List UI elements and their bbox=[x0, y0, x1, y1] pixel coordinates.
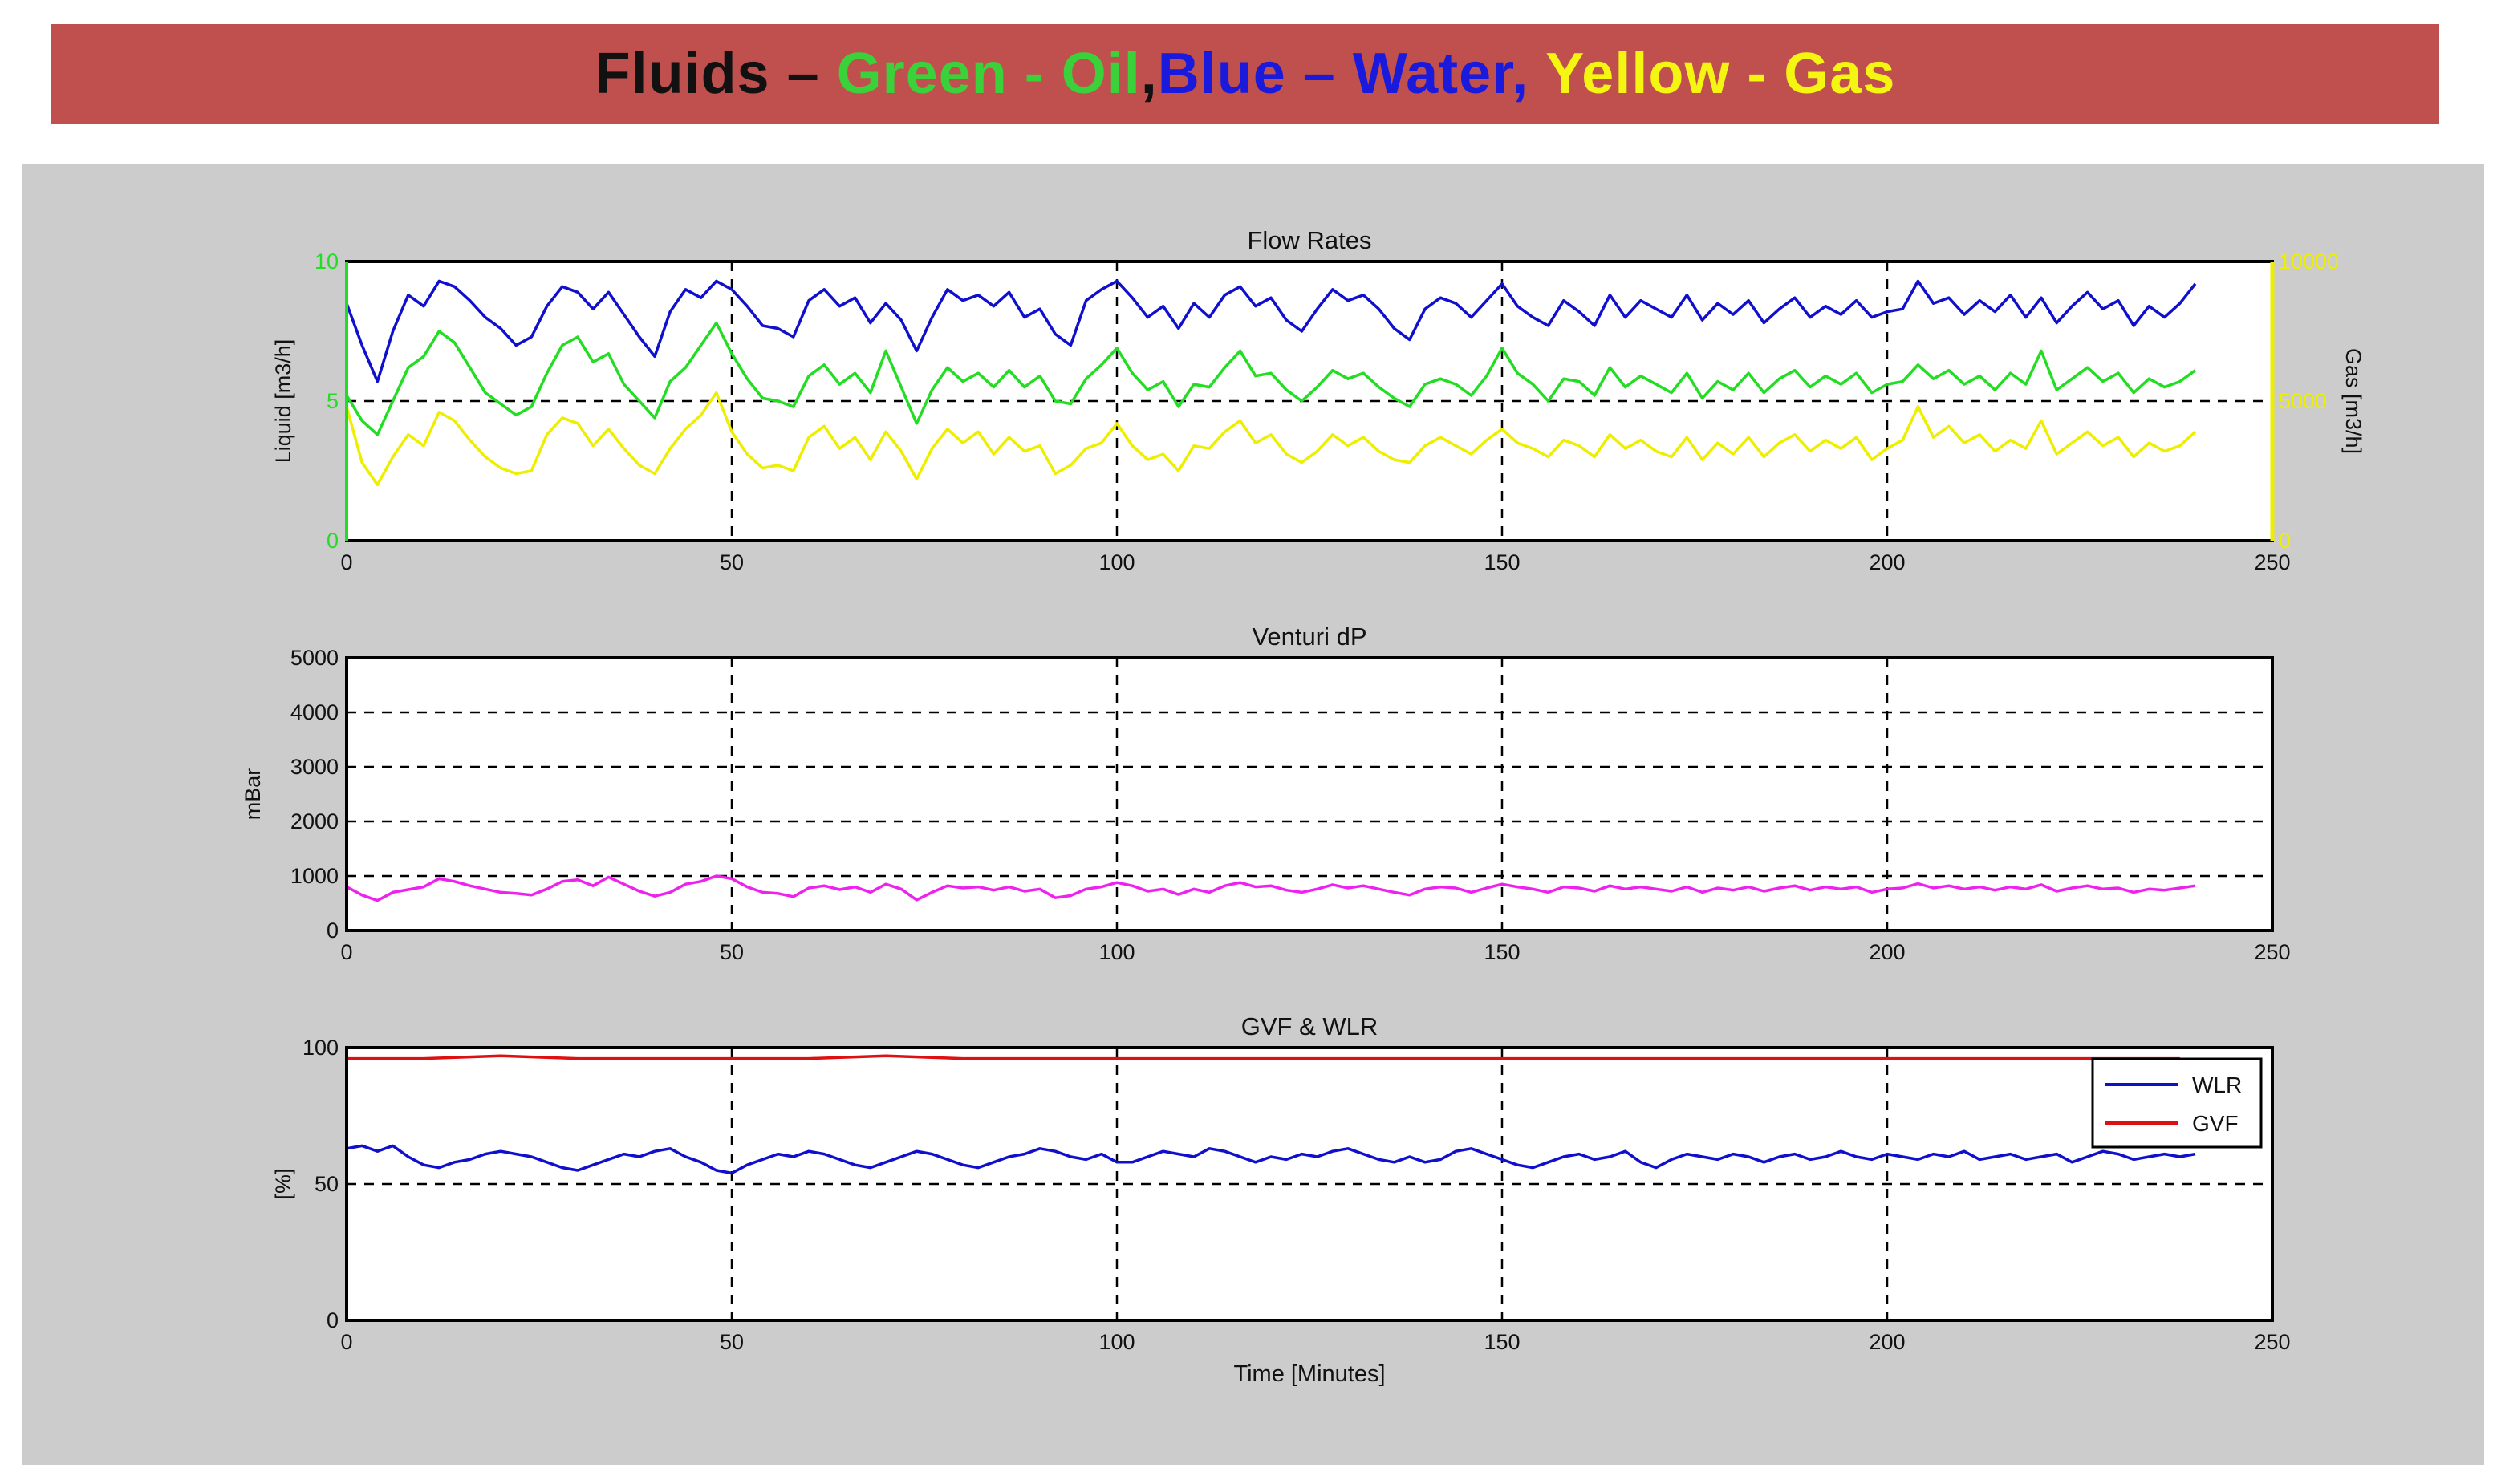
chart-title: Venturi dP bbox=[1252, 622, 1366, 651]
y2-tick-label: 5000 bbox=[2279, 389, 2327, 413]
x-tick-label: 150 bbox=[1484, 940, 1520, 964]
x-tick-label: 50 bbox=[720, 1330, 744, 1354]
banner-text-gas: Yellow - Gas bbox=[1545, 42, 1896, 106]
y-tick-label: 5 bbox=[327, 389, 339, 413]
x-tick-label: 250 bbox=[2254, 550, 2290, 574]
x-tick-label: 0 bbox=[340, 1330, 352, 1354]
series-line-oil bbox=[345, 321, 2197, 436]
y-tick-label: 0 bbox=[327, 1308, 339, 1332]
banner-text-fluids: Fluids – bbox=[595, 42, 837, 106]
x-tick-label: 100 bbox=[1098, 550, 1135, 574]
legend-label-gvf: GVF bbox=[2192, 1111, 2239, 1136]
x-tick-label: 150 bbox=[1484, 1330, 1520, 1354]
chart-title: GVF & WLR bbox=[1241, 1012, 1378, 1040]
banner-text-oil: Green - Oil bbox=[836, 42, 1141, 106]
x-tick-label: 250 bbox=[2254, 1330, 2290, 1354]
x-tick-label: 0 bbox=[340, 940, 352, 964]
series-line-wlr bbox=[346, 1144, 2196, 1175]
x-tick-label: 100 bbox=[1098, 940, 1135, 964]
x-tick-label: 50 bbox=[720, 550, 744, 574]
y2-tick-label: 10000 bbox=[2279, 249, 2339, 274]
y-tick-label: 0 bbox=[327, 918, 339, 943]
x-tick-label: 200 bbox=[1869, 550, 1905, 574]
banner-text-water: Blue – Water, bbox=[1157, 42, 1546, 106]
axes-frame bbox=[345, 1046, 2274, 1322]
legend-label-wlr: WLR bbox=[2192, 1072, 2242, 1097]
chart-title: Flow Rates bbox=[1247, 226, 1371, 254]
x-tick-label: 100 bbox=[1098, 1330, 1135, 1354]
y-axis-label: mBar bbox=[241, 768, 265, 821]
x-tick-label: 0 bbox=[340, 550, 352, 574]
series-line-dp bbox=[346, 874, 2196, 902]
x-tick-label: 250 bbox=[2254, 940, 2290, 964]
y-tick-label: 10 bbox=[315, 249, 339, 274]
y-tick-label: 4000 bbox=[290, 700, 339, 724]
x-tick-label: 50 bbox=[720, 940, 744, 964]
x-axis-label: Time [Minutes] bbox=[1233, 1361, 1385, 1387]
figure-panel: 0 50 100 150 200 250 0 5 10 0 5000 10000 Flow Rates L… bbox=[22, 164, 2484, 1465]
legend-banner: Fluids – Green - Oil, Blue – Water, Yello… bbox=[51, 24, 2439, 124]
chart-panel-2: 0 50 100 150 200 250 0 1000 2000 3000 4000 5000 Vent… bbox=[241, 622, 2291, 964]
series-line-gvf bbox=[347, 1054, 2180, 1060]
y-tick-label: 0 bbox=[327, 529, 339, 553]
chart-panel-3: 0 50 100 150 200 250 0 50 100 GVF & WLR [%] Time [M… bbox=[271, 1012, 2291, 1387]
x-tick-label: 150 bbox=[1484, 550, 1520, 574]
y-tick-label: 5000 bbox=[290, 646, 339, 670]
series-line-gas bbox=[345, 391, 2197, 487]
series-line-water bbox=[345, 279, 2197, 383]
legend-frame bbox=[2091, 1057, 2263, 1149]
y-axis-label: [%] bbox=[271, 1168, 295, 1199]
y2-tick-label: 0 bbox=[2279, 529, 2291, 553]
y-tick-label: 3000 bbox=[290, 755, 339, 779]
x-tick-label: 200 bbox=[1869, 940, 1905, 964]
legend-box: WLR GVF bbox=[2091, 1057, 2263, 1149]
x-tick-label: 200 bbox=[1869, 1330, 1905, 1354]
y-tick-label: 100 bbox=[302, 1036, 339, 1060]
y-axis-label: Liquid [m3/h] bbox=[271, 339, 295, 464]
axes-frame bbox=[345, 656, 2274, 932]
y2-axis-label: Gas [m3/h] bbox=[2341, 348, 2365, 454]
banner-text-comma: , bbox=[1140, 42, 1158, 106]
y-tick-label: 2000 bbox=[290, 809, 339, 833]
y-tick-label: 50 bbox=[315, 1172, 339, 1196]
y-tick-label: 1000 bbox=[290, 864, 339, 888]
